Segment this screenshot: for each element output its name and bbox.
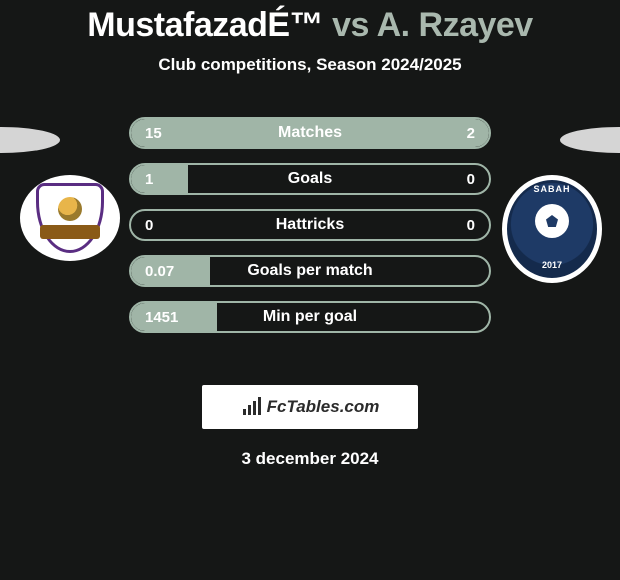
stat-value-right: 0: [403, 217, 489, 234]
stat-row: 15Matches2: [129, 117, 491, 149]
stat-value-right: 2: [403, 125, 489, 142]
stat-value-left: 0.07: [131, 263, 217, 280]
title-vs: vs: [332, 6, 369, 44]
stat-label: Goals: [217, 170, 403, 188]
player1-club-badge: [20, 175, 120, 261]
stat-rows: 15Matches21Goals00Hattricks00.07Goals pe…: [129, 117, 491, 333]
stat-value-left: 1451: [131, 309, 217, 326]
player2-side: SABAH 2017: [500, 117, 620, 377]
stat-label: Hattricks: [217, 216, 403, 234]
bar-chart-icon: [241, 397, 263, 417]
stat-value-right: 0: [403, 171, 489, 188]
stat-label: Min per goal: [217, 308, 403, 326]
content-area: SABAH 2017 15Matches21Goals00Hattricks00…: [0, 117, 620, 377]
stat-row: 1451Min per goal: [129, 301, 491, 333]
brand-label: FcTables.com: [267, 397, 380, 417]
title-player2: A. Rzayev: [377, 6, 533, 44]
stat-value-left: 15: [131, 125, 217, 142]
comparison-card: MustafazadÉ™ vs A. Rzayev Club competiti…: [0, 0, 620, 580]
subtitle: Club competitions, Season 2024/2025: [0, 55, 620, 75]
player2-placeholder-oval: [560, 127, 620, 153]
stat-label: Matches: [217, 124, 403, 142]
brand-box[interactable]: FcTables.com: [202, 385, 418, 429]
date-label: 3 december 2024: [0, 449, 620, 469]
title-player1: MustafazadÉ™: [87, 6, 323, 44]
page-title: MustafazadÉ™ vs A. Rzayev: [0, 0, 620, 45]
player1-placeholder-oval: [0, 127, 60, 153]
banner-icon: [40, 225, 100, 239]
stat-value-left: 1: [131, 171, 217, 188]
player2-club-badge: SABAH 2017: [502, 175, 602, 283]
ball-icon: [535, 204, 569, 238]
club-right-year: 2017: [507, 260, 597, 270]
player1-side: [0, 117, 120, 377]
ball-icon: [58, 197, 82, 221]
club-right-name: SABAH: [507, 184, 597, 194]
stat-row: 0Hattricks0: [129, 209, 491, 241]
stat-value-left: 0: [131, 217, 217, 234]
stat-row: 1Goals0: [129, 163, 491, 195]
stat-label: Goals per match: [217, 262, 403, 280]
stat-row: 0.07Goals per match: [129, 255, 491, 287]
